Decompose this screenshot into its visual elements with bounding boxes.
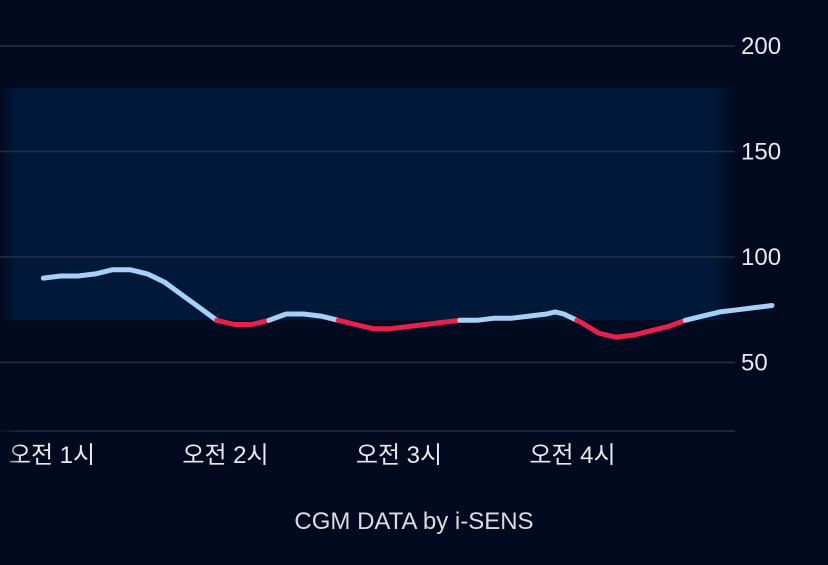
target-range-band-fade [0,88,735,321]
low-glucose-segment-4 [335,317,463,332]
low-glucose-segment-2 [214,317,272,327]
left-edge-fade [0,400,22,480]
glucose-line-segment-7 [682,303,775,323]
data-source-footer: CGM DATA by i-SENS [294,508,534,535]
x-tick-label-3: 오전 3시 [356,442,442,469]
glucose-line-segment-3 [266,311,341,323]
x-tick-label-2: 오전 2시 [182,442,268,469]
grid-layer [0,45,735,432]
target-range-band-layer [0,88,735,321]
y-tick-label-150: 150 [741,139,781,166]
glucose-line-layer [40,267,775,340]
x-tick-labels: 오전 1시 오전 2시 오전 3시 오전 4시 [9,442,616,469]
glucose-line-segment-5 [457,309,580,323]
x-tick-label-4: 오전 4시 [529,442,615,469]
glucose-line-segment-1 [40,267,220,323]
y-tick-label-50: 50 [741,350,768,377]
y-tick-labels: 200 150 100 50 [741,33,781,377]
x-tick-label-1: 오전 1시 [9,442,95,469]
y-tick-label-100: 100 [741,244,781,271]
y-tick-label-200: 200 [741,33,781,60]
low-glucose-segment-6 [574,317,688,340]
